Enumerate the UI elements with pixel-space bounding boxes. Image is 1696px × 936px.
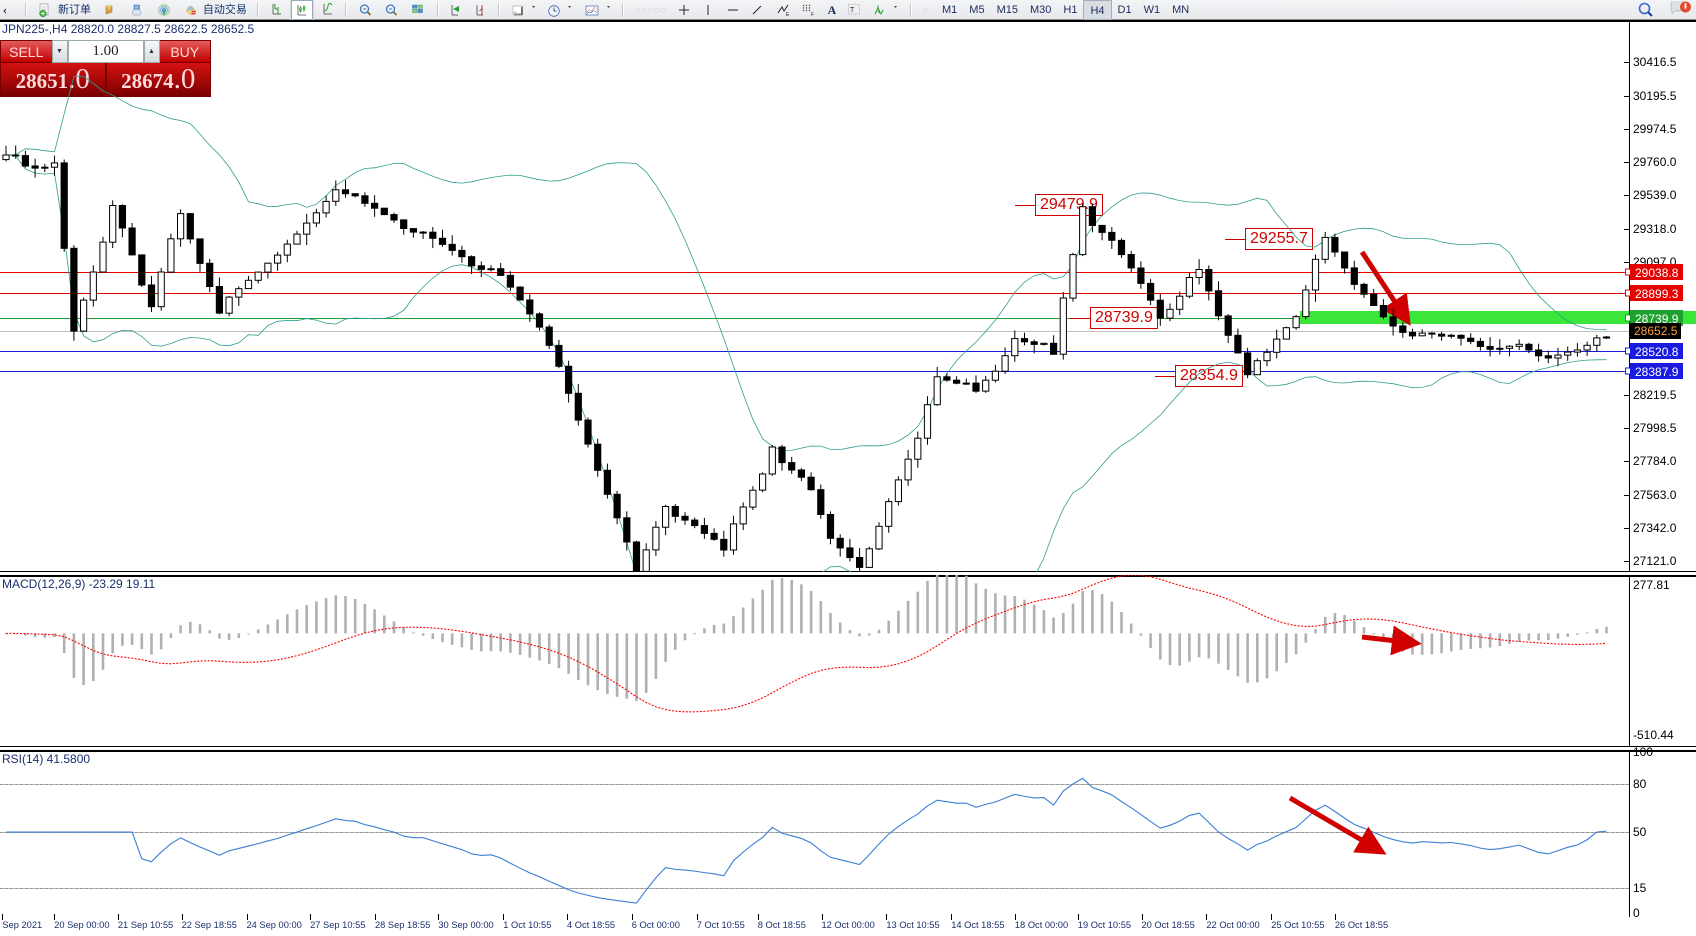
- svg-text:F: F: [811, 12, 814, 17]
- svg-text:T: T: [850, 7, 855, 14]
- svg-text:E: E: [786, 12, 790, 17]
